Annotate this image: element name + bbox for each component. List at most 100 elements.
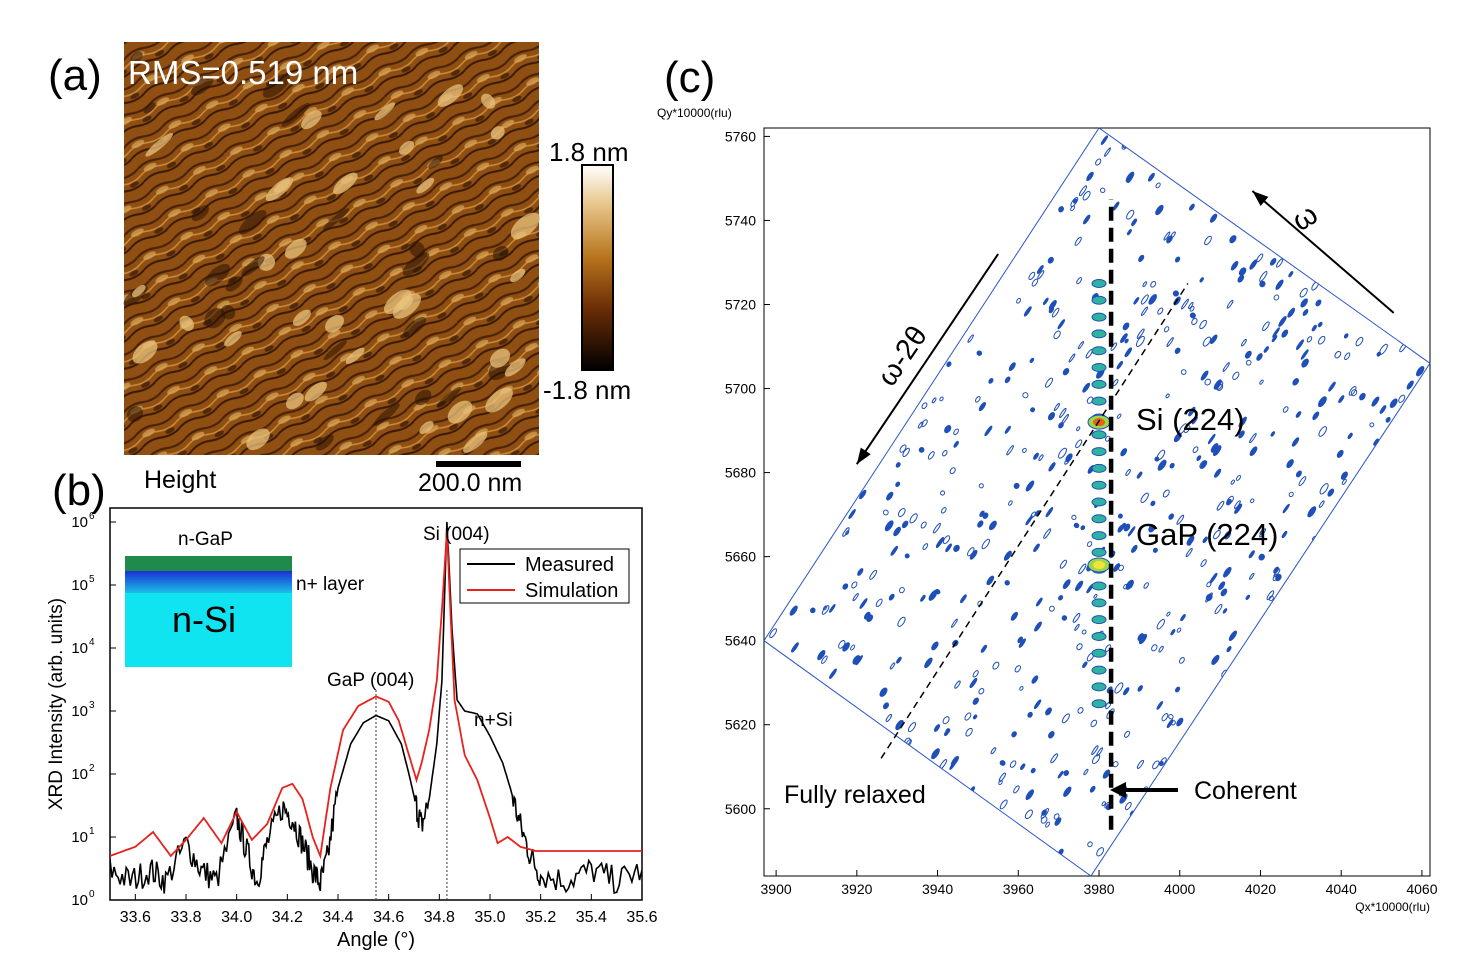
rsm-contour-speck [1074,236,1082,246]
rsm-contour-speck [1172,290,1180,297]
rsm-contour-speck [1355,336,1364,347]
rsm-contour-speck [1176,514,1185,525]
rsm-contour-speck [1100,135,1109,146]
rsm-contour-speck [1230,479,1235,485]
rsm-contour-speck [1168,513,1175,520]
rsm-y-tick-label: 5740 [725,212,756,228]
rsm-contour-speck [1136,471,1143,479]
rsm-contour-speck [1235,474,1242,481]
rsm-contour-speck [1180,298,1190,310]
rsm-contour-speck [1101,801,1106,807]
xrd-y-tick-exponent: 5 [89,574,95,585]
rsm-contour-speck [1150,280,1157,288]
rsm-contour-speck [980,644,988,653]
rsm-x-axis-label: Qx*10000(rlu) [1355,900,1430,914]
rsm-contour-speck [1096,747,1104,757]
rsm-contour-speck [1058,595,1064,601]
rsm-contour-speck [1087,841,1093,848]
rsm-contour-speck [1041,809,1047,816]
rsm-contour-speck [1090,719,1098,728]
rsm-contour-speck [1117,513,1123,519]
rsm-streak-node [1091,463,1107,473]
xrd-x-tick-label: 34.8 [424,909,455,926]
colorbar-max-label: 1.8 nm [549,137,629,167]
rsm-contour-speck [1226,646,1232,653]
xrd-legend: Measured Simulation [459,548,630,604]
rsm-contour-speck [1196,455,1202,461]
rsm-contour-speck [1163,231,1171,241]
rsm-contour-speck [1027,711,1033,718]
xrd-y-tick-label: 10 [71,577,88,594]
si004-annotation: Si (004) [423,524,490,545]
rsm-contour-speck [920,594,926,602]
rsm-contour-speck [942,450,948,457]
rsm-contour-speck [1135,335,1145,347]
rsm-contour-speck [1071,514,1077,521]
rsm-contour-speck [1038,454,1044,461]
rsm-contour-speck [1319,483,1329,495]
legend-box [459,548,630,604]
afm-grain-dark [191,205,210,222]
rsm-contour-speck [1029,357,1035,364]
afm-grain-dark [126,406,144,422]
rsm-contour-speck [1054,817,1062,826]
afm-grain-light [325,314,344,333]
rsm-contour-speck [1033,452,1039,460]
rsm-streak-node [1091,295,1107,305]
rsm-contour-speck [1057,770,1064,779]
rsm-contour-speck [1256,353,1263,361]
rsm-contour-speck [1209,334,1218,345]
rsm-contour-speck [1154,456,1160,462]
rsm-contour-speck [960,594,967,604]
rsm-contour-speck [1191,416,1198,425]
rsm-contour-speck [1306,336,1313,343]
rsm-x-tick-label: 3900 [761,881,792,897]
rsm-contour-speck [1050,753,1059,764]
rsm-streak-node [1091,278,1107,288]
rsm-contour-speck [984,425,993,437]
afm-grain-dark [143,102,156,114]
rsm-contour-speck [1076,277,1083,285]
xrd-x-tick-label: 34.2 [272,909,303,926]
rsm-contour-speck [1126,209,1135,220]
rsm-contour-speck [988,378,994,384]
rsm-contour-speck [1249,446,1258,456]
rsm-contour-speck [1053,330,1061,340]
rsm-contour-speck [1222,608,1228,614]
rsm-contour-speck [946,361,952,367]
afm-grain-light [481,93,496,109]
rsm-contour-speck [1209,213,1218,223]
rsm-contour-speck [1070,197,1079,207]
rsm-contour-speck [1161,713,1169,722]
rsm-contour-speck [1126,229,1132,236]
rsm-contour-speck [769,628,778,639]
rsm-contour-speck [1336,449,1344,458]
rsm-contour-speck [932,522,941,534]
rsm-contour-speck [931,397,937,404]
rsm-contour-speck [1011,731,1017,738]
xrd-x-tick-label: 33.8 [170,909,201,926]
rsm-contour-speck [1312,411,1320,421]
rsm-contour-speck [1202,536,1208,544]
omega-arrow [1251,190,1395,314]
rsm-contour-speck [1114,682,1124,694]
xrd-x-tick-label: 34.0 [221,909,252,926]
rsm-streak-node [1091,497,1107,507]
rsm-contour-speck [1048,300,1057,311]
rsm-contour-speck [1061,615,1068,621]
rsm-contour-speck [1033,699,1042,710]
rsm-contour-speck [1157,459,1167,471]
fully-relaxed-annotation: Fully relaxed [784,781,926,809]
rsm-plot: 3900 3920 3940 3960 3980 4000 4020 4040 4060 5600… [725,127,1438,897]
rsm-contour-speck [1048,731,1055,739]
afm-grain-light [345,347,365,365]
afm-grain-light [463,431,488,453]
rsm-contour-speck [1371,396,1380,407]
rsm-contour-speck [943,730,950,737]
rsm-contour-speck [1288,271,1294,278]
afm-grain-light [416,177,435,194]
afm-grain-light [374,102,396,121]
rsm-y-tick-label: 5700 [725,381,756,397]
rsm-contour-speck [992,661,1000,670]
colorbar [581,164,614,371]
